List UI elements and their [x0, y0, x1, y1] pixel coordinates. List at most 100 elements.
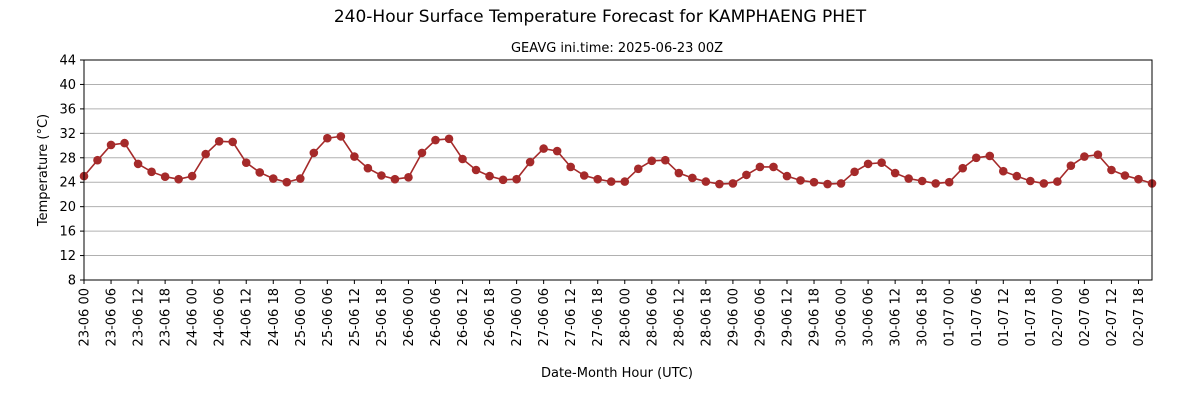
temperature-data-point [877, 158, 886, 167]
temperature-data-point [120, 138, 129, 148]
temperature-data-point [214, 136, 224, 146]
temperature-data-point [471, 165, 481, 175]
x-tick-label: 23-06 06 [105, 288, 120, 346]
temperature-data-point [241, 158, 251, 167]
temperature-data-point [593, 174, 603, 184]
temperature-data-point [971, 153, 981, 163]
y-tick-label: 24 [59, 176, 76, 191]
temperature-data-point [579, 171, 589, 180]
x-tick-label: 23-06 00 [78, 288, 93, 346]
temperature-data-point [633, 164, 643, 174]
temperature-data-point [282, 177, 292, 187]
temperature-data-point [998, 166, 1008, 176]
temperature-data-point [147, 167, 156, 177]
x-axis-label: Date-Month Hour (UTC) [541, 366, 693, 381]
x-tick-label: 23-06 12 [132, 288, 147, 346]
x-axis-ticks: 23-06 00 23-06 06 23-06 12 23-06 18 24-06 00… [78, 280, 1147, 346]
temperature-data-point [133, 159, 143, 169]
temperature-data-point [1120, 171, 1130, 180]
x-tick-label: 30-06 12 [889, 288, 904, 346]
temperature-data-point [106, 140, 116, 150]
x-tick-label: 29-06 06 [753, 288, 768, 346]
temperature-data-point [728, 179, 738, 188]
temperature-data-point [512, 174, 521, 184]
x-tick-label: 02-07 18 [1132, 288, 1147, 346]
temperature-data-point [296, 174, 305, 183]
x-tick-label: 24-06 06 [213, 288, 228, 346]
temperature-data-point [620, 177, 630, 186]
y-tick-label: 40 [59, 78, 76, 93]
x-tick-label: 27-06 12 [564, 288, 579, 346]
temperature-data-point [836, 179, 846, 188]
temperature-data-point [201, 149, 210, 159]
temperature-data-point [1107, 165, 1116, 175]
temperature-data-point [1039, 179, 1049, 188]
temperature-data-point [769, 162, 778, 172]
y-tick-label: 44 [59, 54, 76, 69]
temperature-data-point [647, 156, 657, 166]
temperature-data-point [755, 162, 765, 172]
x-tick-label: 29-06 12 [780, 288, 795, 346]
x-tick-label: 29-06 00 [726, 288, 741, 346]
temperature-data-point [904, 174, 913, 183]
temperature-data-point [944, 177, 954, 187]
x-tick-label: 01-07 18 [1024, 288, 1039, 346]
x-tick-label: 01-07 00 [943, 288, 958, 346]
x-tick-label: 27-06 00 [510, 288, 525, 346]
temperature-data-point [323, 133, 332, 143]
temperature-data-point [742, 170, 751, 180]
x-tick-label: 27-06 06 [537, 288, 552, 346]
temperature-data-point [674, 168, 684, 178]
temperature-data-point [552, 146, 562, 156]
temperature-data-point [498, 175, 508, 185]
y-tick-label: 20 [59, 200, 76, 215]
chart-subtitle: GEAVG ini.time: 2025-06-23 00Z [511, 41, 723, 56]
x-tick-label: 02-07 00 [1051, 288, 1066, 346]
x-tick-label: 01-07 12 [997, 288, 1012, 346]
x-tick-label: 25-06 00 [294, 288, 309, 346]
plot-area-frame [83, 59, 1153, 281]
temperature-data-point [350, 152, 359, 161]
temperature-data-point [539, 144, 548, 153]
temperature-data-point [1080, 152, 1089, 161]
y-tick-label: 12 [59, 249, 76, 264]
temperature-data-point [160, 172, 170, 182]
temperature-data-point [1026, 176, 1035, 186]
temperature-data-point [458, 154, 467, 164]
temperature-data-point [93, 155, 102, 165]
x-tick-label: 28-06 18 [699, 288, 714, 346]
y-tick-label: 16 [59, 225, 76, 240]
x-tick-label: 24-06 00 [186, 288, 201, 346]
x-tick-label: 29-06 18 [808, 288, 823, 346]
temperature-data-point [1134, 174, 1143, 184]
temperature-data-point [606, 177, 616, 186]
temperature-data-point [1053, 177, 1062, 186]
temperature-data-point [1066, 161, 1076, 171]
x-tick-label: 24-06 12 [240, 288, 255, 346]
x-tick-label: 25-06 06 [321, 288, 336, 346]
temperature-data-point [1012, 171, 1022, 181]
temperature-data-point [863, 159, 873, 169]
x-tick-label: 25-06 18 [375, 288, 390, 346]
temperature-data-point [931, 179, 940, 188]
x-tick-label: 30-06 06 [862, 288, 877, 346]
x-tick-label: 26-06 18 [483, 288, 498, 346]
x-tick-label: 28-06 06 [645, 288, 660, 346]
temperature-data-point [363, 163, 373, 173]
x-tick-label: 25-06 12 [348, 288, 363, 346]
y-tick-label: 8 [68, 274, 76, 289]
x-tick-label: 23-06 18 [159, 288, 174, 346]
x-tick-label: 27-06 18 [591, 288, 606, 346]
temperature-data-point [701, 177, 711, 186]
x-tick-label: 01-07 06 [970, 288, 985, 346]
temperature-data-point [268, 174, 278, 183]
temperature-data-point [715, 179, 724, 189]
x-tick-label: 30-06 18 [916, 288, 931, 346]
temperature-data-point [850, 167, 859, 177]
temperature-data-point [1093, 150, 1103, 160]
temperature-data-point [566, 162, 575, 172]
y-tick-label: 32 [59, 127, 76, 142]
temperature-data-point [661, 155, 670, 165]
